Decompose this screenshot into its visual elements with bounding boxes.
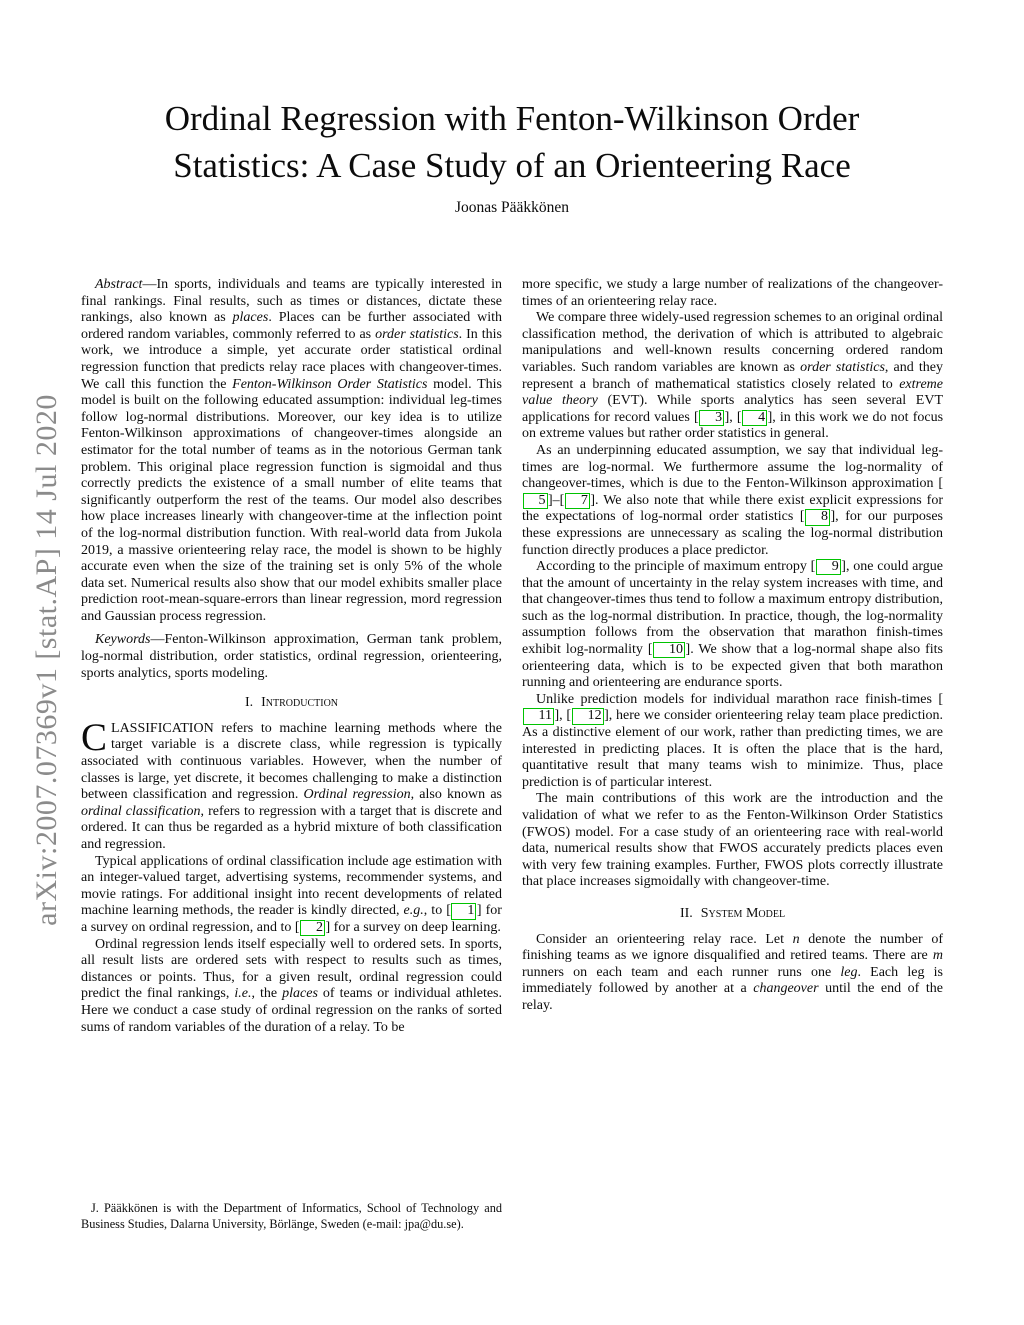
citation-ref[interactable]: 2 — [300, 919, 325, 937]
citation-ref[interactable]: 10 — [653, 642, 686, 659]
system-model-paragraph-1: Consider an orienteering relay race. Let… — [522, 931, 943, 1013]
citation-ref[interactable]: 8 — [805, 509, 831, 526]
abstract-paragraph: Abstract—In sports, individuals and team… — [81, 277, 502, 624]
author-footnote: J. Pääkkönen is with the Department of I… — [81, 1201, 502, 1231]
author-name: Joonas Pääkkönen — [454, 199, 570, 216]
right-paragraph-1: more specific, we study a large number o… — [522, 277, 943, 309]
right-column: more specific, we study a large number o… — [522, 277, 943, 1015]
intro-paragraph-2: Typical applications of ordinal classifi… — [81, 853, 502, 937]
keywords-paragraph: Keywords—Fenton-Wilkinson approximation,… — [81, 632, 502, 681]
citation-ref[interactable]: 9 — [815, 559, 841, 576]
section-title: Introduction — [261, 695, 339, 711]
section-number: I. — [244, 695, 254, 711]
right-paragraph-3: As an underpinning educated assumption, … — [522, 442, 944, 558]
paper-title-line1: Ordinal Regression with Fenton-Wilkinson… — [164, 99, 860, 138]
citation-ref[interactable]: 1 — [451, 903, 477, 920]
paper-title-line2: Statistics: A Case Study of an Orienteer… — [173, 146, 851, 185]
section-heading-introduction: I. Introduction — [81, 695, 502, 712]
intro-paragraph-1: C LASSIFICATION refers to machine learnin… — [81, 715, 503, 854]
intro-paragraph-3: Ordinal regression lends itself especial… — [81, 936, 503, 1035]
right-paragraph-4: According to the principle of maximum en… — [522, 559, 943, 691]
dropcap-initial: C — [81, 715, 108, 759]
right-paragraph-6: The main contributions of this work are … — [522, 791, 943, 890]
citation-ref[interactable]: 12 — [571, 708, 604, 725]
right-paragraph-2: We compare three widely-used regression … — [522, 310, 944, 442]
section-title: System Model — [700, 905, 786, 921]
intro-paragraph-1-text: LASSIFICATION refers to machine learning… — [81, 720, 503, 852]
citation-ref[interactable]: 4 — [742, 409, 768, 427]
title-block: Ordinal Regression with Fenton-Wilkinson… — [0, 95, 1024, 189]
section-number: II. — [679, 905, 693, 921]
left-column: Abstract—In sports, individuals and team… — [81, 277, 502, 1036]
section-heading-system-model: II. System Model — [522, 906, 943, 923]
citation-ref[interactable]: 5 — [522, 492, 548, 509]
citation-ref[interactable]: 11 — [522, 708, 554, 725]
arxiv-watermark: arXiv:2007.07369v1 [stat.AP] 14 Jul 2020 — [30, 394, 63, 926]
right-paragraph-5: Unlike prediction models for individual … — [522, 691, 943, 790]
citation-ref[interactable]: 7 — [564, 492, 590, 509]
citation-ref[interactable]: 3 — [699, 409, 725, 427]
